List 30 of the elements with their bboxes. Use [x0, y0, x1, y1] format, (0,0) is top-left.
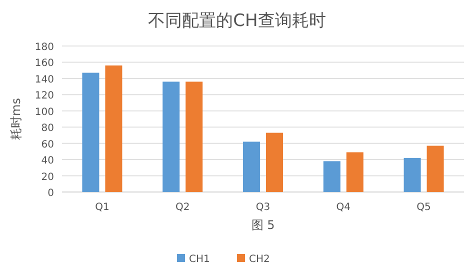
- chart-title: 不同配置的CH查询耗时: [148, 11, 326, 31]
- bar: [105, 65, 122, 192]
- x-tick-label: Q5: [416, 202, 431, 213]
- legend-label: CH2: [249, 254, 270, 265]
- y-tick-label: 120: [34, 90, 54, 102]
- bar: [266, 132, 283, 192]
- legend-label: CH1: [189, 254, 210, 265]
- y-tick-label: 180: [34, 42, 54, 53]
- y-tick-label: 40: [41, 156, 54, 167]
- y-tick-label: 60: [41, 139, 54, 150]
- bar: [323, 161, 340, 192]
- y-tick-label: 20: [41, 172, 54, 183]
- bar: [186, 82, 203, 192]
- bar: [426, 146, 444, 192]
- y-tick-label: 80: [41, 123, 54, 134]
- bar: [243, 142, 260, 192]
- bar: [346, 152, 364, 192]
- bar: [82, 72, 100, 192]
- x-tick-label: Q4: [336, 202, 351, 213]
- x-tick-label: Q3: [256, 202, 270, 213]
- y-tick-label: 0: [48, 188, 54, 199]
- bar: [404, 158, 421, 192]
- y-tick-label: 140: [34, 74, 54, 86]
- y-axis-title: 耗时ms: [9, 98, 23, 140]
- y-tick-label: 160: [34, 58, 54, 70]
- x-axis-title: 图 5: [251, 218, 275, 232]
- bar: [162, 82, 180, 192]
- x-tick-label: Q2: [175, 202, 190, 213]
- x-tick-label: Q1: [95, 202, 110, 213]
- y-tick-label: 100: [34, 106, 54, 118]
